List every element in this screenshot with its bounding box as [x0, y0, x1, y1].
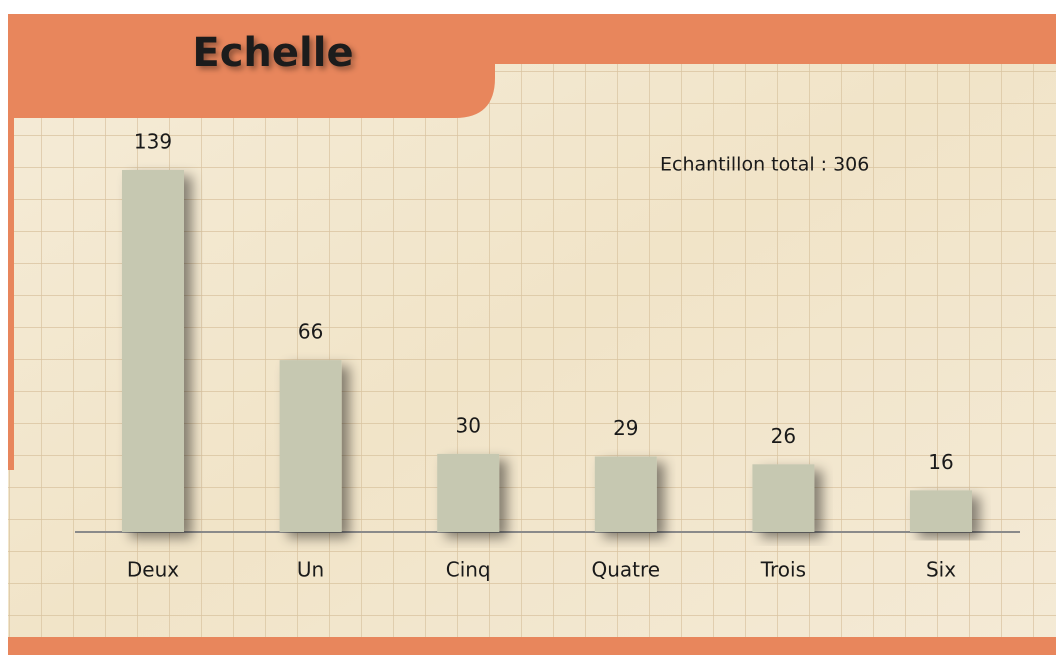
x-tick-label: Cinq — [446, 558, 491, 582]
bottom-strip — [8, 637, 1056, 655]
left-strip — [8, 14, 14, 470]
bar — [437, 453, 500, 532]
value-label: 139 — [134, 130, 172, 154]
bar — [122, 170, 184, 532]
x-tick-label: Quatre — [591, 558, 660, 582]
x-tick-label: Un — [297, 558, 324, 582]
chart-title: Echelle — [192, 30, 353, 76]
value-label: 16 — [928, 450, 953, 474]
x-tick-label: Six — [926, 558, 956, 582]
bar — [910, 490, 972, 532]
bar — [594, 456, 657, 532]
value-label: 30 — [455, 413, 480, 437]
value-label: 29 — [613, 416, 638, 440]
x-tick-label: Trois — [760, 558, 806, 582]
x-tick-label: Deux — [127, 558, 179, 582]
value-label: 66 — [298, 320, 323, 344]
bar — [279, 360, 342, 532]
value-label: 26 — [771, 424, 796, 448]
bar — [752, 464, 815, 532]
header-tab — [8, 14, 495, 118]
annotation: Echantillon total : 306 — [660, 154, 869, 176]
